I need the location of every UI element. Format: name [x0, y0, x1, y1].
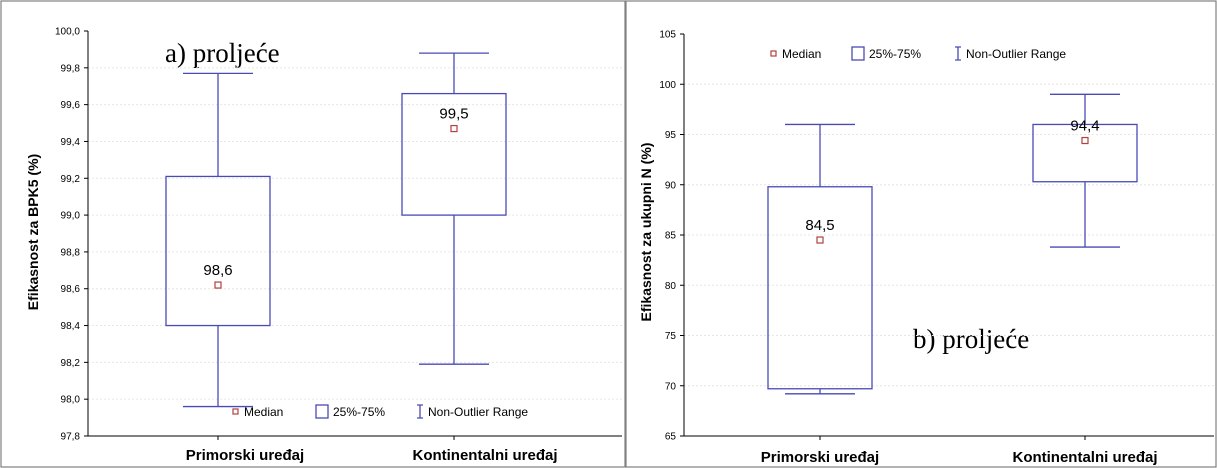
legend-iqr-label: 25%-75% — [869, 47, 921, 61]
panel-a-median-label: 99,5 — [439, 106, 468, 123]
panel-a-y-tick-label: 98,2 — [61, 358, 81, 369]
panel-b-y-tick-label: 90 — [665, 180, 677, 191]
panel-b-median-point — [1081, 136, 1089, 145]
panel-a-y-tick-label: 98,8 — [61, 247, 81, 258]
panel-b-median-point — [816, 236, 824, 244]
panel-b-median-label: 84,5 — [805, 217, 834, 234]
legend-range-label: Non-Outlier Range — [428, 405, 528, 419]
panel-b-y-tick-label: 105 — [659, 30, 676, 41]
legend-median-marker — [232, 408, 239, 415]
legend-iqr-marker — [851, 46, 865, 61]
panel-a-iqr-box — [165, 175, 271, 327]
panel-a-category-label-1: Kontinentalni uređaj — [412, 447, 557, 464]
panel-a-y-tick-label: 99,2 — [61, 174, 81, 185]
panel-a-y-tick-label: 98,4 — [61, 321, 81, 332]
legend-iqr-marker — [315, 404, 329, 419]
panel-a-y-tick-label: 99,4 — [61, 137, 81, 148]
panel-a-median-point — [450, 124, 458, 133]
panel-a-category-label-0: Primorski uređaj — [186, 447, 304, 464]
panel-a-median-point — [214, 281, 222, 289]
panel-a-y-tick-label: 99,8 — [61, 63, 81, 74]
panel-b-frame — [625, 0, 1217, 468]
panel-b-iqr-box — [1032, 123, 1138, 183]
panel-b-annotation: b) proljeće — [913, 324, 1029, 354]
legend-median-label: Median — [244, 405, 283, 419]
panel-b-y-tick-label: 80 — [665, 281, 677, 292]
panel-b-category-label-0: Primorski uređaj — [761, 449, 879, 466]
panel-a-y-axis-title: Efikasnost za BPK5 (%) — [25, 154, 41, 310]
panel-a-median-label: 98,6 — [203, 262, 232, 279]
panel-a-y-tick-label: 99,6 — [61, 100, 81, 111]
panel-a: Efikasnost za BPK5 (%) a) proljeće Primo… — [25, 27, 622, 464]
panel-b-y-axis-title: Efikasnost za ukupni N (%) — [638, 143, 654, 322]
panel-a-y-tick-label: 100,0 — [55, 27, 80, 38]
panel-b-y-tick-label: 95 — [665, 130, 677, 141]
legend-iqr-label: 25%-75% — [333, 405, 385, 419]
panel-a-y-tick-label: 99,0 — [61, 211, 81, 222]
panel-a-iqr-box — [401, 92, 507, 216]
panel-b-iqr-box — [767, 186, 873, 390]
panel-b-y-tick-label: 70 — [665, 381, 677, 392]
panel-a-frame — [0, 0, 626, 468]
legend-median-marker — [770, 50, 777, 57]
panel-a-y-tick-label: 97,8 — [61, 432, 81, 443]
panel-a-annotation: a) proljeće — [165, 38, 280, 68]
panel-a-y-tick-label: 98,0 — [61, 395, 81, 406]
panel-b-y-tick-label: 85 — [665, 231, 677, 242]
panel-b-y-tick-label: 65 — [665, 432, 677, 443]
panel-b-y-tick-label: 100 — [659, 80, 676, 91]
legend-median-label: Median — [782, 47, 821, 61]
panel-b-y-tick-label: 75 — [665, 331, 677, 342]
legend-range-label: Non-Outlier Range — [966, 47, 1066, 61]
legend-range-marker — [417, 404, 423, 419]
panel-a-y-tick-label: 98,6 — [61, 284, 81, 295]
legend-range-marker — [955, 46, 961, 61]
panel-b-median-label: 94,4 — [1070, 118, 1099, 135]
panel-b: Efikasnost za ukupni N (%) b) proljeće P… — [638, 30, 1214, 466]
panel-b-category-label-1: Kontinentalni uređaj — [1012, 449, 1157, 466]
panel-b-legend: Median 25%-75% Non-Outlier Range — [770, 46, 1066, 61]
panel-a-legend: Median 25%-75% Non-Outlier Range — [232, 404, 528, 419]
